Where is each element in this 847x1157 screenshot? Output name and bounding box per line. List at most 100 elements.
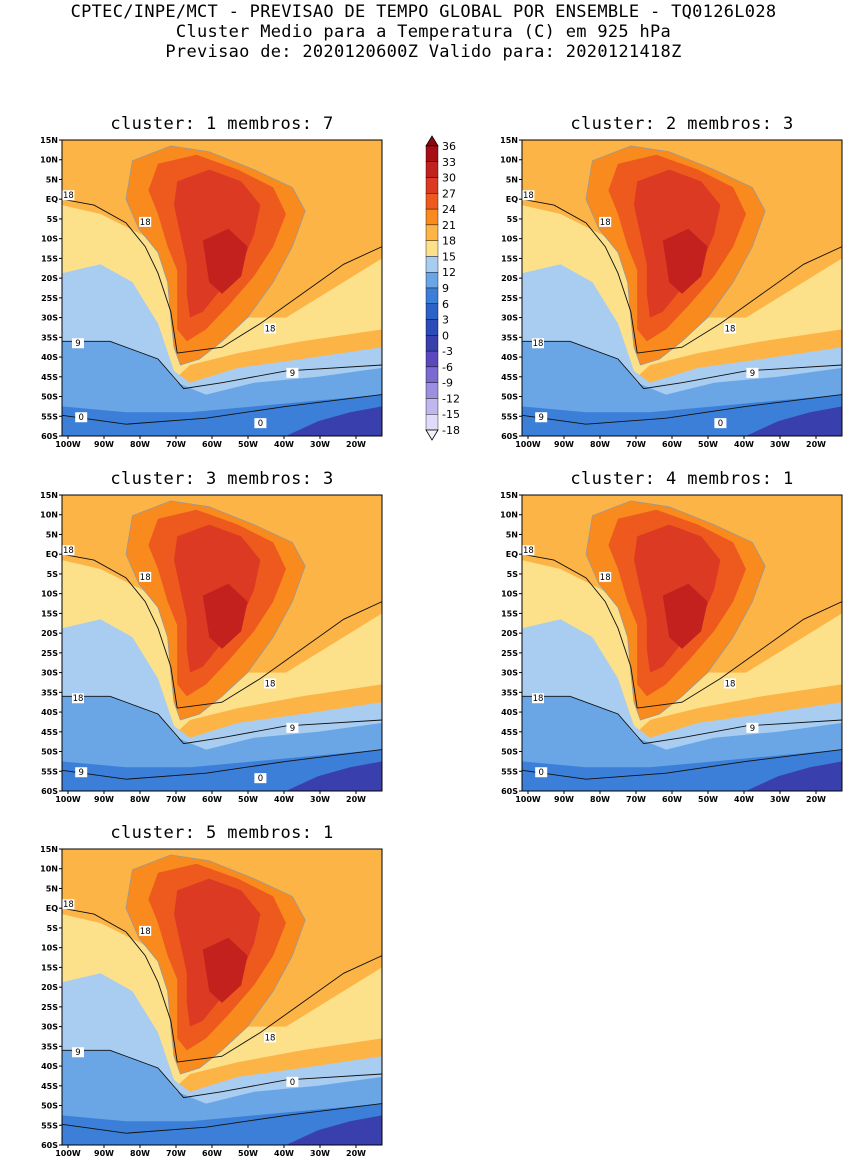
colorbar-bottom-arrow bbox=[425, 429, 439, 441]
lon-tick-label: 20W bbox=[346, 440, 366, 449]
colorbar-swatch bbox=[425, 161, 439, 178]
contour-label: 0 bbox=[286, 1076, 299, 1088]
contour-label: 18 bbox=[599, 216, 612, 228]
lon-tick-label: 90W bbox=[554, 795, 574, 804]
lat-tick-label: 5N bbox=[506, 530, 518, 539]
svg-text:18: 18 bbox=[265, 324, 276, 334]
lat-tick-label: 55S bbox=[41, 1121, 58, 1130]
contour-label: 18 bbox=[724, 323, 736, 334]
lat-tick-label: 5N bbox=[46, 884, 58, 893]
colorbar-label: 24 bbox=[442, 203, 456, 216]
colorbar-swatch bbox=[425, 398, 439, 415]
lon-tick-label: 30W bbox=[770, 440, 790, 449]
map-panel-5: 15N 10N 5N EQ 5S 10S 15S 20S 25S 30S 35S 40S 45S 50S 5… bbox=[0, 841, 390, 1157]
svg-text:9: 9 bbox=[290, 724, 295, 734]
lon-tick-label: 60W bbox=[662, 795, 682, 804]
lat-tick-label: 5S bbox=[47, 570, 59, 579]
lat-tick-label: EQ bbox=[506, 550, 518, 559]
svg-text:9: 9 bbox=[75, 1048, 80, 1058]
colorbar-swatch bbox=[425, 272, 439, 289]
lat-tick-label: 15S bbox=[41, 254, 58, 263]
temperature-colorbar: 36 33 30 27 24 21 18 15 12 9 6 3 0 -3 -6 -9 -12 -15 -18 bbox=[420, 134, 480, 444]
colorbar-swatch bbox=[425, 256, 439, 273]
lat-tick-label: EQ bbox=[46, 904, 58, 913]
colorbar-top-arrow bbox=[425, 135, 439, 147]
lon-tick-label: 100W bbox=[55, 440, 81, 449]
lat-tick-label: 10S bbox=[41, 590, 58, 599]
isoline-i18b bbox=[177, 955, 382, 1063]
lat-tick-label: 5N bbox=[506, 175, 518, 184]
lat-tick-label: 20S bbox=[41, 274, 58, 283]
lon-tick-label: 90W bbox=[554, 440, 574, 449]
map-frame bbox=[61, 494, 383, 792]
lon-tick-label: 60W bbox=[202, 795, 222, 804]
contour-label: 18 bbox=[724, 678, 736, 689]
lat-tick-label: 30S bbox=[41, 669, 58, 678]
lat-tick-label: 10S bbox=[501, 235, 518, 244]
panel-2-title: cluster: 2 membros: 3 bbox=[570, 114, 794, 134]
lat-tick-label: 30S bbox=[501, 669, 518, 678]
colorbar-label: -6 bbox=[442, 361, 453, 374]
lat-tick-label: 15N bbox=[500, 136, 518, 145]
lon-tick-label: 40W bbox=[274, 440, 294, 449]
lat-tick-label: 15S bbox=[41, 609, 58, 618]
svg-text:0: 0 bbox=[718, 419, 723, 429]
lon-tick-label: 60W bbox=[202, 440, 222, 449]
lat-tick-label: 45S bbox=[501, 728, 518, 737]
colorbar-label: -12 bbox=[442, 392, 460, 405]
lon-tick-label: 40W bbox=[734, 795, 754, 804]
lon-tick-label: 80W bbox=[590, 795, 610, 804]
isoline-i9 bbox=[62, 1049, 382, 1099]
colorbar-label: 0 bbox=[442, 329, 449, 342]
field-15 bbox=[522, 560, 842, 732]
lat-tick-label: 30S bbox=[41, 1023, 58, 1032]
lat-tick-label: 45S bbox=[41, 373, 58, 382]
isoline-i18a bbox=[62, 907, 178, 1063]
colorbar-label: -9 bbox=[442, 377, 453, 390]
colorbar-swatch bbox=[425, 208, 439, 226]
contour-label: 0 bbox=[714, 418, 727, 429]
colorbar-label: 21 bbox=[442, 219, 456, 232]
lat-tick-label: 25S bbox=[501, 649, 518, 658]
contour-label: 18 bbox=[264, 323, 276, 334]
svg-text:0: 0 bbox=[78, 413, 83, 423]
lon-tick-label: 80W bbox=[130, 440, 150, 449]
contour-label: 0 bbox=[254, 418, 267, 429]
panel-3-title: cluster: 3 membros: 3 bbox=[110, 469, 334, 489]
svg-text:18: 18 bbox=[140, 218, 151, 228]
lat-tick-label: 40S bbox=[41, 708, 58, 717]
lon-tick-label: 30W bbox=[310, 795, 330, 804]
panel-1-title: cluster: 1 membros: 7 bbox=[110, 114, 334, 134]
lat-tick-label: 55S bbox=[501, 412, 518, 421]
lat-tick-label: 60S bbox=[41, 432, 58, 441]
lat-tick-label: 10S bbox=[501, 590, 518, 599]
field-33 bbox=[202, 583, 248, 649]
lat-tick-label: 30S bbox=[501, 314, 518, 323]
lon-tick-label: 50W bbox=[238, 795, 258, 804]
lon-tick-label: 40W bbox=[274, 1149, 294, 1157]
lat-tick-label: 5N bbox=[46, 530, 58, 539]
field-0 bbox=[62, 749, 382, 791]
map-panel-1: 15N 10N 5N EQ 5S 10S 15S 20S 25S 30S 35S 40S 45S 50S 5… bbox=[0, 132, 390, 449]
colorbar-swatch bbox=[425, 319, 439, 336]
lon-tick-label: 30W bbox=[310, 1149, 330, 1157]
lat-tick-label: 45S bbox=[41, 1082, 58, 1091]
lat-tick-label: 35S bbox=[501, 688, 518, 697]
lat-tick-label: 55S bbox=[501, 767, 518, 776]
isoline-i18b bbox=[637, 601, 842, 709]
isoline-i0 bbox=[522, 749, 842, 780]
svg-text:18: 18 bbox=[725, 324, 736, 334]
field-minus bbox=[286, 406, 382, 436]
lat-tick-label: EQ bbox=[46, 195, 58, 204]
lat-tick-label: 60S bbox=[501, 787, 518, 796]
lon-tick-label: 30W bbox=[310, 440, 330, 449]
lon-tick-label: 100W bbox=[55, 1149, 81, 1157]
colorbar-label: 36 bbox=[442, 140, 456, 153]
header-line-1: CPTEC/INPE/MCT - PREVISAO DE TEMPO GLOBA… bbox=[70, 2, 777, 22]
svg-text:0: 0 bbox=[258, 774, 263, 784]
contour-label: 18 bbox=[522, 190, 535, 201]
isoline-i18b bbox=[177, 601, 382, 709]
map-panel-3: 15N 10N 5N EQ 5S 10S 15S 20S 25S 30S 35S 40S 45S 50S 5… bbox=[0, 487, 390, 804]
svg-text:18: 18 bbox=[63, 900, 74, 910]
colorbar-swatch bbox=[425, 145, 439, 162]
